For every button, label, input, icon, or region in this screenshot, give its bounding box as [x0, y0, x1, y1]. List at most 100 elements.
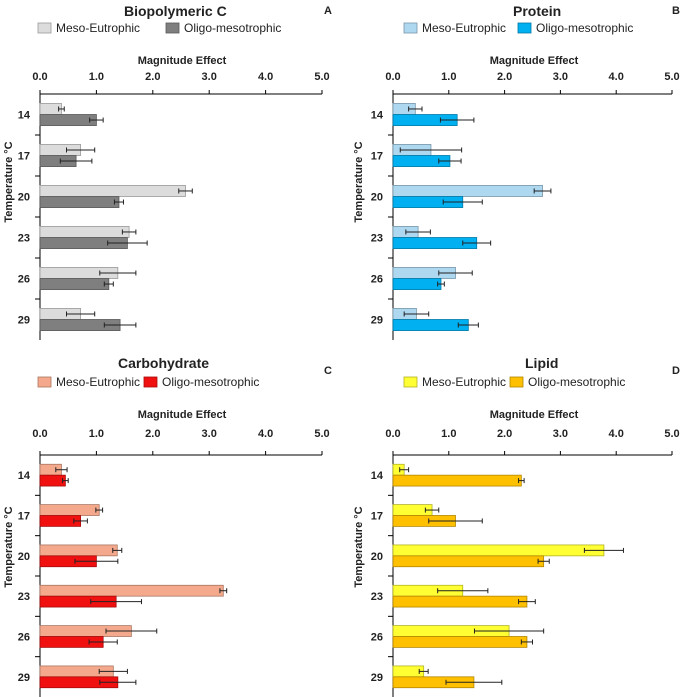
x-tick-label: 1.0 — [89, 71, 104, 83]
y-tick-label: 29 — [18, 672, 30, 684]
panel-label: D — [672, 365, 680, 377]
y-tick-label: 17 — [371, 151, 383, 163]
x-tick-label: 2.0 — [497, 71, 512, 83]
x-tick-label: 0.0 — [385, 71, 400, 83]
legend-swatch — [509, 376, 524, 388]
x-tick-label: 3.0 — [202, 428, 217, 440]
bar — [39, 278, 110, 290]
x-tick-label: 0.0 — [385, 428, 400, 440]
y-tick-label: 29 — [18, 315, 30, 327]
x-tick-label: 2.0 — [145, 428, 160, 440]
y-tick-label: 23 — [371, 233, 383, 245]
y-tick-label: 26 — [18, 632, 30, 644]
chart-title: Carbohydrate — [118, 355, 209, 371]
bar — [392, 474, 522, 487]
y-tick-label: 26 — [371, 632, 383, 644]
y-axis-title: Temperature °C — [353, 506, 365, 587]
chart-title: Biopolymeric C — [124, 3, 227, 19]
bar — [392, 636, 528, 648]
bar — [39, 226, 130, 238]
legend-swatch — [37, 376, 52, 388]
bar — [392, 185, 543, 197]
y-tick-label: 14 — [371, 110, 384, 122]
y-tick-label: 26 — [18, 274, 30, 286]
y-tick-label: 26 — [371, 274, 383, 286]
y-tick-label: 14 — [18, 470, 31, 482]
x-axis-title: Magnitude Effect — [490, 55, 579, 67]
y-tick-label: 29 — [371, 315, 383, 327]
bar — [392, 544, 605, 557]
y-tick-label: 14 — [371, 470, 384, 482]
x-tick-label: 1.0 — [89, 428, 104, 440]
y-tick-label: 23 — [371, 591, 383, 603]
y-tick-label: 29 — [371, 672, 383, 684]
legend-label: Oligo-mesotrophic — [528, 375, 625, 389]
y-tick-label: 20 — [18, 192, 30, 204]
legend-label: Meso-Eutrophic — [422, 375, 506, 389]
bar — [392, 319, 469, 331]
x-tick-label: 1.0 — [441, 428, 456, 440]
bar — [39, 584, 224, 597]
y-tick-label: 23 — [18, 591, 30, 603]
legend-label: Meso-Eutrophic — [56, 21, 140, 35]
x-tick-label: 5.0 — [314, 428, 329, 440]
x-tick-label: 4.0 — [258, 71, 273, 83]
chart-title: Protein — [513, 3, 561, 19]
x-tick-label: 2.0 — [145, 71, 160, 83]
y-tick-label: 20 — [371, 192, 383, 204]
legend-swatch — [143, 376, 158, 388]
x-tick-label: 2.0 — [497, 428, 512, 440]
legend-label: Oligo-mesotrophic — [536, 21, 633, 35]
x-tick-label: 4.0 — [258, 428, 273, 440]
chart-panel: Biopolymeric C A Meso-Eutrophic Oligo-mesot… — [3, 3, 332, 340]
legend-label: Meso-Eutrophic — [56, 375, 140, 389]
panel-label: A — [324, 5, 332, 17]
bar — [392, 595, 528, 608]
x-axis-title: Magnitude Effect — [138, 55, 227, 67]
x-tick-label: 1.0 — [441, 71, 456, 83]
chart-panel: Lipid D Meso-Eutrophic Oligo-mesotrophic Mag… — [353, 355, 680, 697]
x-tick-label: 3.0 — [553, 71, 568, 83]
legend-label: Meso-Eutrophic — [422, 21, 506, 35]
x-tick-label: 5.0 — [314, 71, 329, 83]
bar — [39, 474, 66, 487]
x-tick-label: 4.0 — [609, 428, 624, 440]
x-tick-label: 0.0 — [32, 71, 47, 83]
legend-swatch — [403, 22, 418, 34]
y-tick-label: 23 — [18, 233, 30, 245]
y-tick-label: 17 — [371, 511, 383, 523]
legend-swatch — [37, 22, 52, 34]
bar — [39, 185, 186, 197]
chart-panel: Protein B Meso-Eutrophic Oligo-mesotrophic M… — [353, 3, 680, 340]
y-axis-title: Temperature °C — [3, 141, 15, 222]
bar — [392, 555, 545, 568]
x-tick-label: 0.0 — [32, 428, 47, 440]
x-axis-title: Magnitude Effect — [138, 409, 227, 421]
bar — [39, 544, 118, 557]
panel-label: B — [672, 5, 680, 17]
y-tick-label: 20 — [371, 551, 383, 563]
bar — [39, 504, 100, 516]
legend-label: Oligo-mesotrophic — [162, 375, 259, 389]
x-tick-label: 4.0 — [609, 71, 624, 83]
legend-label: Oligo-mesotrophic — [184, 21, 281, 35]
x-axis-title: Magnitude Effect — [490, 409, 579, 421]
x-tick-label: 3.0 — [202, 71, 217, 83]
y-axis-title: Temperature °C — [3, 506, 15, 587]
legend-swatch — [403, 376, 418, 388]
y-tick-label: 17 — [18, 151, 30, 163]
legend-swatch — [165, 22, 180, 34]
y-tick-label: 14 — [18, 110, 31, 122]
x-tick-label: 5.0 — [664, 428, 679, 440]
panel-label: C — [324, 365, 332, 377]
x-tick-label: 5.0 — [664, 71, 679, 83]
bar — [392, 278, 442, 290]
y-axis-title: Temperature °C — [353, 141, 365, 222]
bar — [39, 196, 120, 208]
bar — [39, 114, 97, 126]
y-tick-label: 17 — [18, 511, 30, 523]
legend-swatch — [517, 22, 532, 34]
x-tick-label: 3.0 — [553, 428, 568, 440]
chart-panel: Carbohydrate C Meso-Eutrophic Oligo-mesotro… — [3, 355, 332, 697]
